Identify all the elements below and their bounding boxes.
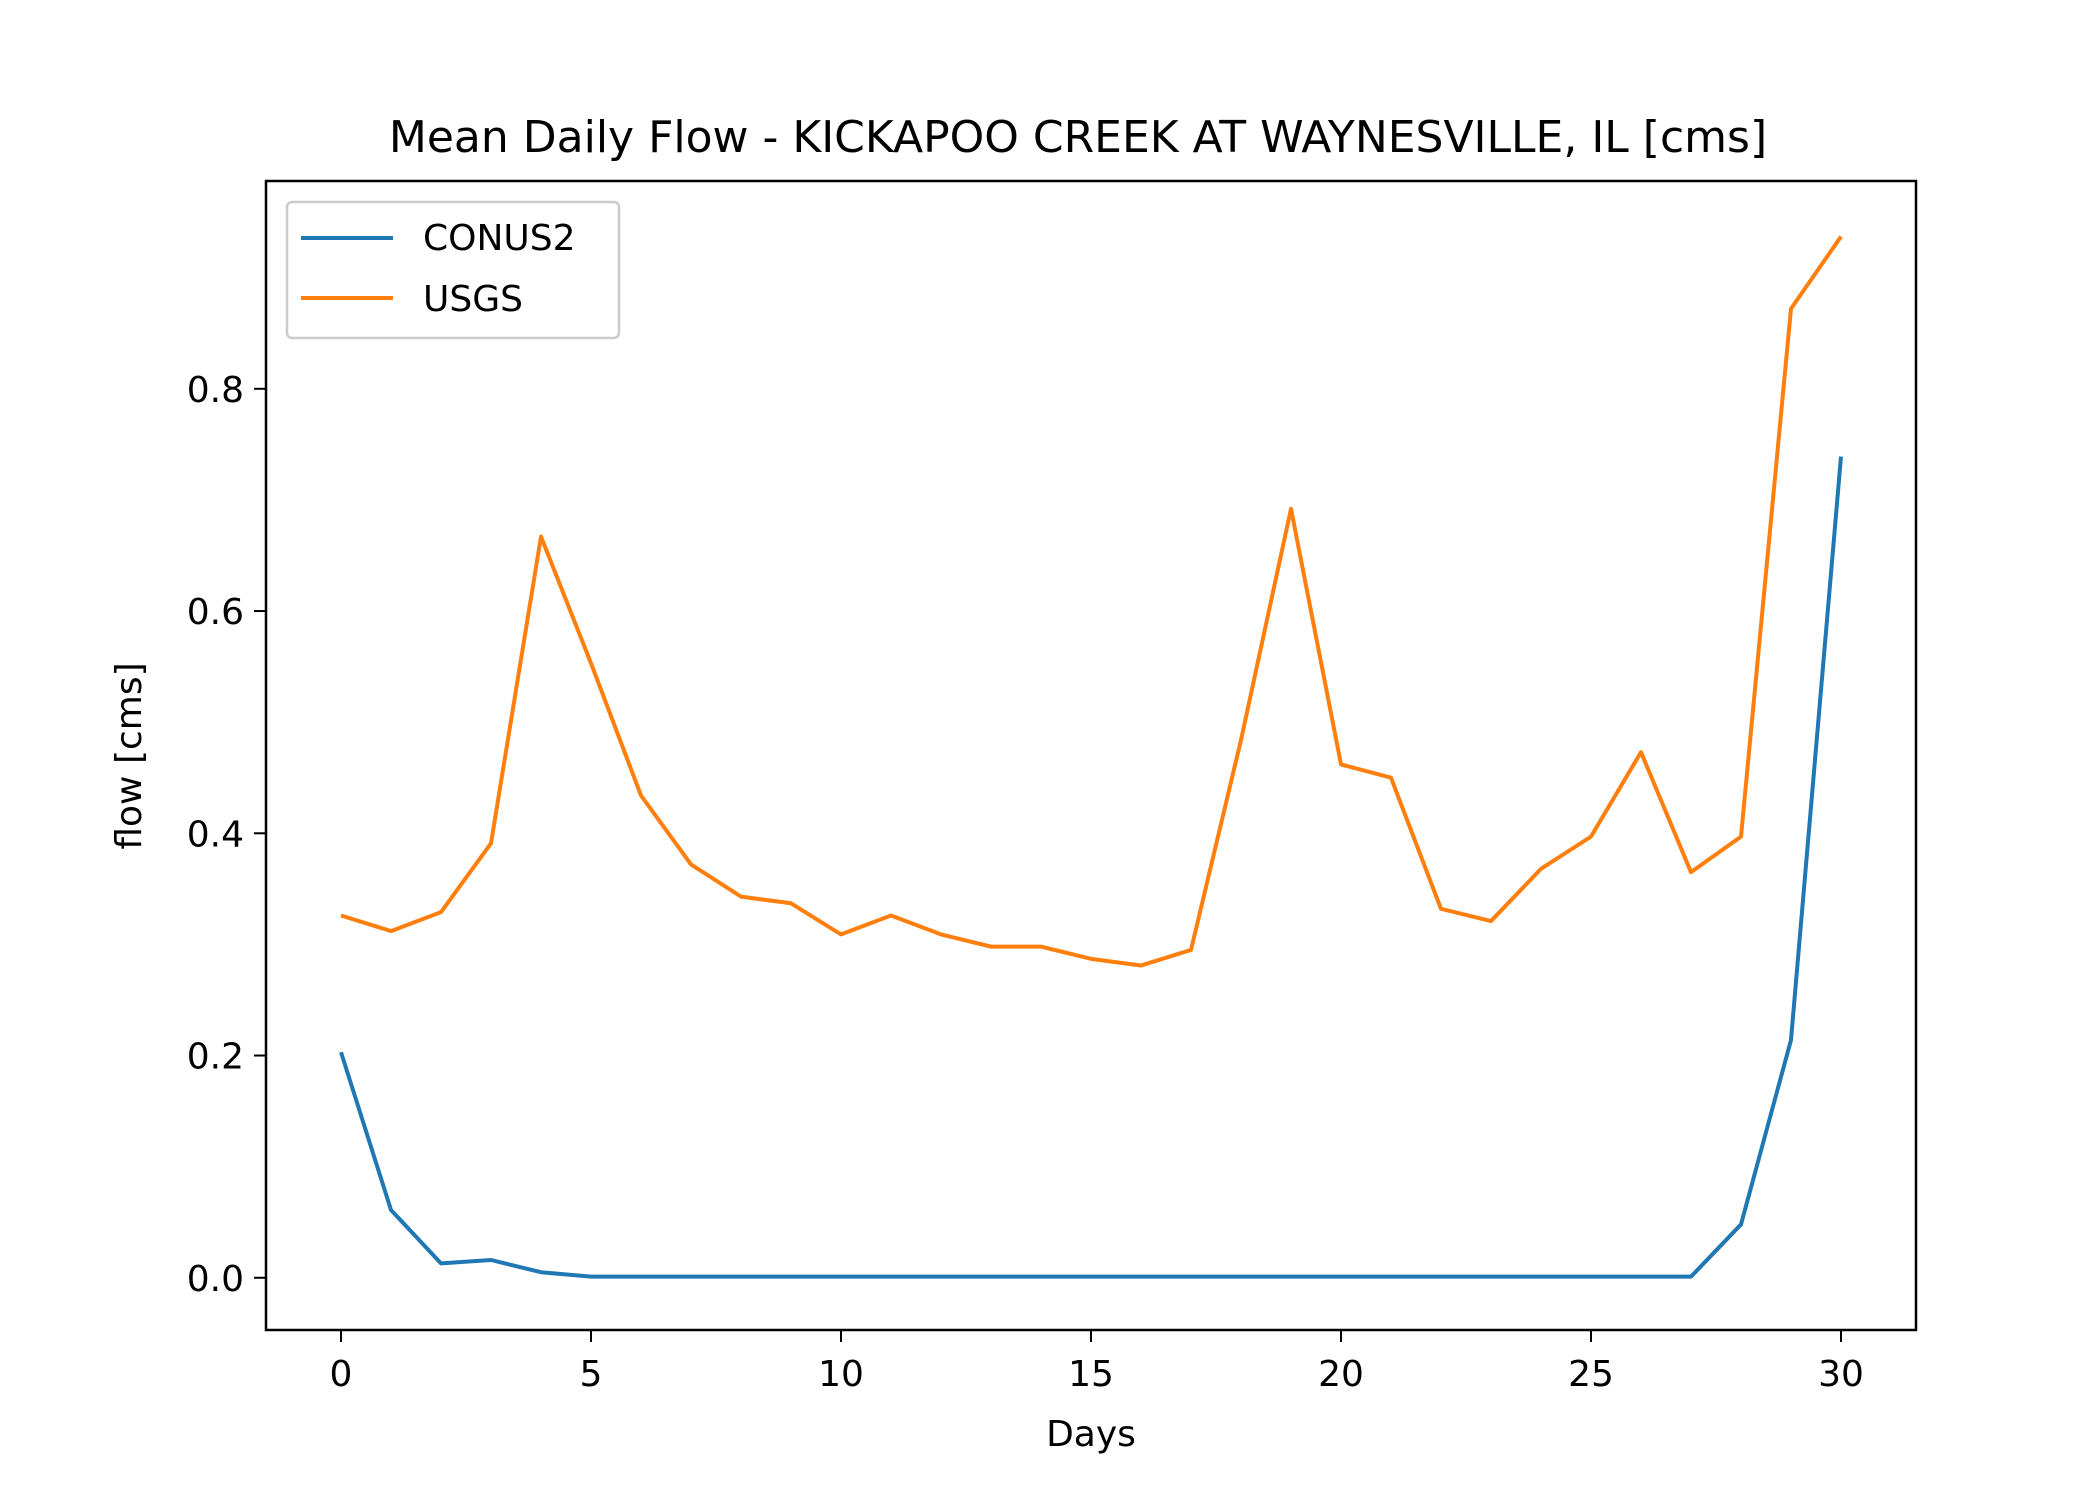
x-tick-label: 25 bbox=[1568, 1354, 1614, 1395]
y-axis-ticks: 0.0 0.2 0.4 0.6 0.8 bbox=[187, 370, 266, 1300]
x-tick-label: 20 bbox=[1318, 1354, 1364, 1395]
chart-title: Mean Daily Flow - KICKAPOO CREEK AT WAYN… bbox=[389, 112, 1767, 163]
y-tick-label: 0.2 bbox=[187, 1037, 244, 1078]
y-tick-label: 0.8 bbox=[187, 370, 244, 411]
x-axis-ticks: 0 5 10 15 20 25 30 bbox=[330, 1330, 1864, 1395]
x-tick-label: 10 bbox=[818, 1354, 864, 1395]
x-axis-label: Days bbox=[1046, 1414, 1136, 1455]
series-line-usgs bbox=[340, 235, 1843, 968]
series-group bbox=[339, 235, 1843, 1279]
y-tick-label: 0.0 bbox=[187, 1259, 244, 1300]
legend-label-conus2: CONUS2 bbox=[423, 218, 576, 259]
legend: CONUS2 USGS bbox=[285, 200, 621, 340]
y-tick-label: 0.4 bbox=[187, 814, 244, 855]
y-tick-label: 0.6 bbox=[187, 592, 244, 633]
x-tick-label: 0 bbox=[330, 1354, 353, 1395]
y-axis-label: flow [cms] bbox=[109, 662, 150, 849]
series-line-conus2 bbox=[339, 456, 1843, 1279]
legend-label-usgs: USGS bbox=[423, 279, 523, 320]
x-tick-label: 15 bbox=[1068, 1354, 1114, 1395]
x-tick-label: 5 bbox=[580, 1354, 603, 1395]
x-tick-label: 30 bbox=[1818, 1354, 1864, 1395]
